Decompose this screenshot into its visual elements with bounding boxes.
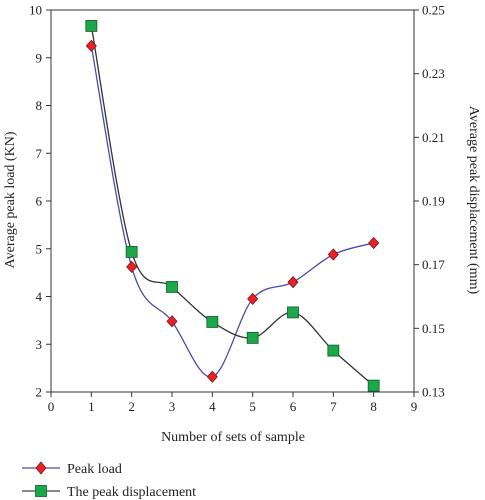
legend-label-peak-load: Peak load xyxy=(67,462,122,477)
x-tick-label: 7 xyxy=(330,399,337,414)
peak-load-point xyxy=(287,276,299,289)
x-tick-label: 2 xyxy=(128,399,135,414)
diamond-marker-icon xyxy=(35,461,47,475)
peak-displacement-point xyxy=(246,331,259,344)
y-right-tick-label: 0.15 xyxy=(422,321,445,336)
x-tick-label: 9 xyxy=(411,399,418,414)
y-left-tick-label: 4 xyxy=(36,289,43,304)
x-tick-label: 1 xyxy=(88,399,95,414)
y-left-tick-label: 8 xyxy=(36,98,43,113)
y-left-tick-label: 3 xyxy=(36,337,43,352)
peak-load-point xyxy=(126,260,138,273)
peak-load-point xyxy=(166,315,178,328)
x-tick-label: 8 xyxy=(370,399,377,414)
peak-load-point xyxy=(368,236,380,250)
square-marker-icon xyxy=(35,485,47,497)
y-left-tick-label: 6 xyxy=(36,194,43,209)
y-left-tick-label: 5 xyxy=(36,241,43,256)
legend-item-peak-load: Peak load xyxy=(22,461,122,477)
legend-label-peak-displacement: The peak displacement xyxy=(67,485,196,500)
peak-displacement-point xyxy=(287,306,299,319)
axes xyxy=(46,9,419,397)
peak-displacement-point xyxy=(125,246,138,258)
x-tick-label: 4 xyxy=(209,399,216,414)
tick-labels: 0 1 2 3 4 5 6 7 8 9 2 3 4 5 6 7 8 9 10 0.13 0.15 0.17 0.19 0.21… xyxy=(29,3,445,415)
peak-displacement-point xyxy=(206,316,219,328)
legend-item-peak-displacement: The peak displacement xyxy=(22,485,196,500)
y-right-tick-label: 0.13 xyxy=(422,385,445,400)
y-axis-left-title: Average peak load (KN) xyxy=(3,131,18,268)
y-right-tick-label: 0.23 xyxy=(422,66,445,81)
y-right-tick-label: 0.21 xyxy=(422,130,445,145)
x-tick-label: 3 xyxy=(169,399,176,414)
x-tick-label: 5 xyxy=(249,399,256,414)
peak-displacement-point xyxy=(166,281,178,293)
y-left-tick-label: 2 xyxy=(36,385,43,400)
x-tick-label: 0 xyxy=(48,399,55,414)
y-right-tick-label: 0.25 xyxy=(422,3,445,18)
peak-load-point xyxy=(206,370,218,383)
peak-load-point xyxy=(85,39,97,52)
y-left-tick-label: 10 xyxy=(29,3,42,18)
legend: Peak load The peak displacement xyxy=(22,461,196,500)
series-markers xyxy=(85,20,380,392)
peak-displacement-point xyxy=(367,379,380,392)
y-left-tick-label: 9 xyxy=(36,50,43,65)
peak-displacement-line xyxy=(90,25,375,387)
series-curves xyxy=(90,25,375,387)
peak-displacement-point xyxy=(85,20,98,32)
y-left-tick-label: 7 xyxy=(36,146,43,161)
x-tick-label: 6 xyxy=(290,399,297,414)
peak-displacement-point xyxy=(327,344,340,357)
plot-frame xyxy=(50,9,415,393)
peak-load-point xyxy=(247,292,259,305)
x-axis-title: Number of sets of sample xyxy=(161,430,305,445)
peak-load-point xyxy=(327,248,339,261)
y-right-tick-label: 0.19 xyxy=(422,194,445,209)
y-axis-right-title: Average peak displacement (mm) xyxy=(466,106,481,295)
peak-load-line xyxy=(90,45,374,378)
y-right-tick-label: 0.17 xyxy=(422,257,445,272)
